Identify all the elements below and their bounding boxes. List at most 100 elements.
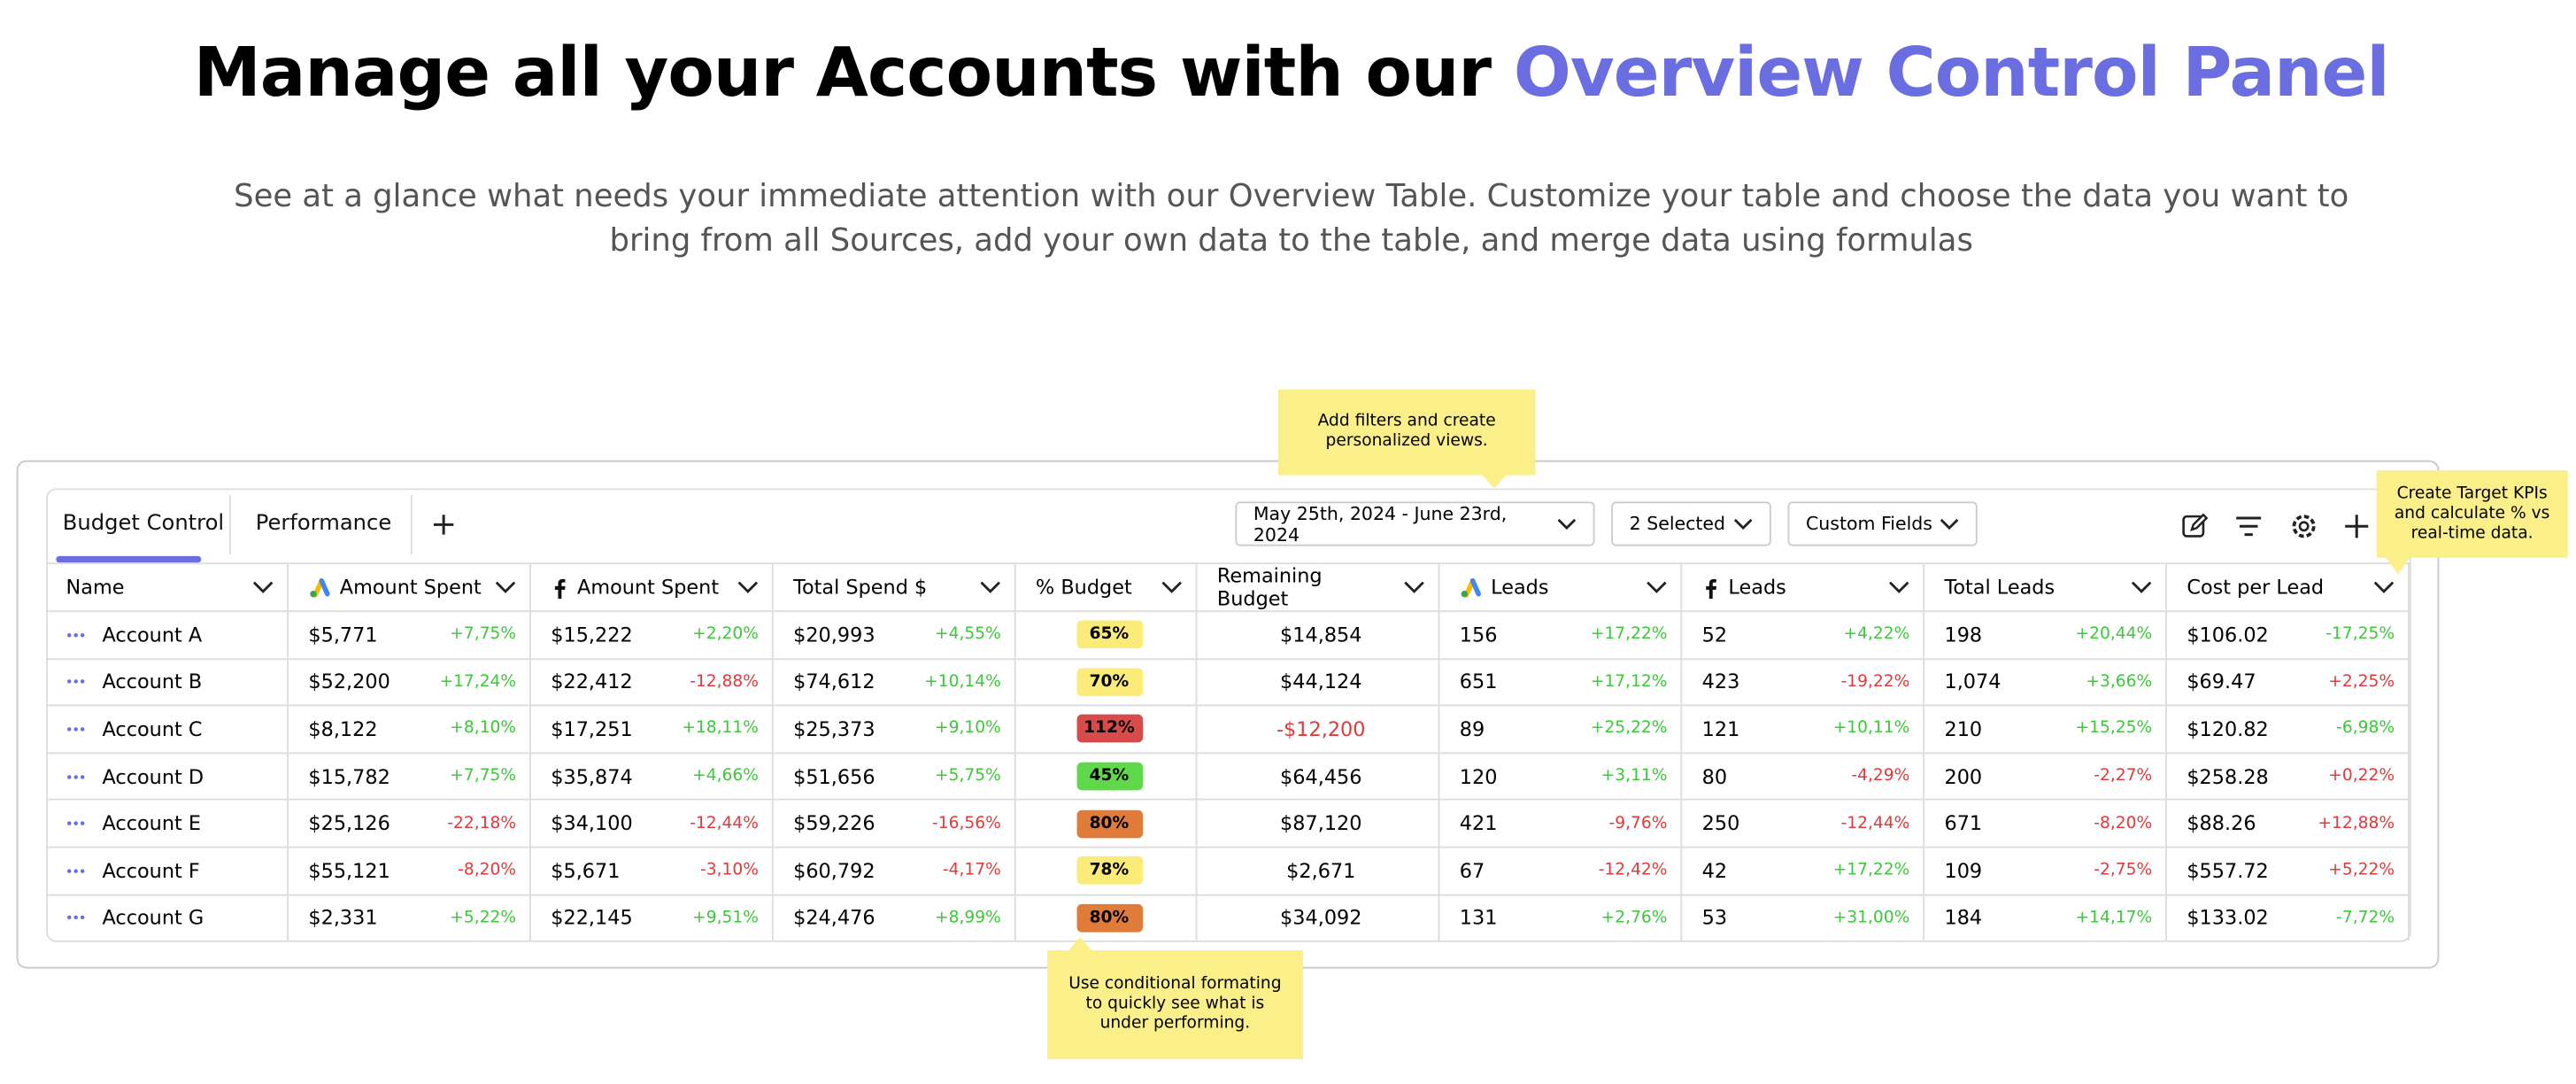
cell: 80% [1015,893,1198,941]
cell-change: -16,56% [932,814,1001,833]
column-header[interactable]: Amount Spent [289,562,531,611]
cell: 67 -12,42% [1439,846,1683,894]
row-menu[interactable] [66,678,86,685]
cell-change: +10,14% [924,672,1001,692]
column-header[interactable]: % Budget [1015,562,1198,611]
cell-change: +12,88% [2318,814,2395,833]
row-name-cell: Account B [46,657,289,705]
cell-change: -12,88% [690,672,759,692]
tab[interactable]: Budget Control [62,511,225,537]
cell: $258.28 +0,22% [2166,752,2410,800]
budget-badge: 112% [1076,715,1143,744]
budget-badge: 78% [1076,856,1143,886]
column-name: Cost per Lead [2187,576,2325,600]
cell: $22,412 -12,88% [530,657,774,705]
column-header[interactable]: Cost per Lead [2166,562,2410,611]
cell-value: $52,200 [308,670,390,694]
row-name-cell: Account G [46,893,289,941]
row-menu[interactable] [66,820,86,826]
cell-change: +10,11% [1832,720,1910,739]
add-tab[interactable] [432,513,455,536]
column-name: Amount Spent [339,576,482,600]
selection-dropdown[interactable]: 2 Selected [1611,501,1771,546]
column-header[interactable]: Total Leads [1924,562,2167,611]
column-header[interactable]: Leads [1682,562,1925,611]
fields-dropdown[interactable]: Custom Fields [1787,501,1978,546]
chevron [2131,581,2152,593]
column-name: Leads [1728,576,1786,600]
row-menu[interactable] [66,773,86,779]
title: Manage all your Accounts with our [193,33,1514,112]
chevron [1889,581,1909,593]
edit-icon[interactable] [2182,513,2209,538]
cell: $59,226 -16,56% [773,799,1016,847]
chevron [2373,581,2395,593]
column-header[interactable]: Total Spend $ [773,562,1016,611]
filter-icon[interactable] [2236,516,2262,537]
row-menu[interactable] [66,726,86,732]
budget-badge: 70% [1076,668,1143,696]
google-ads-icon [310,577,330,598]
budget-badge: 45% [1076,762,1143,791]
cell-value: $17,251 [551,717,633,741]
cell-value: $8,122 [308,717,378,741]
cell-change: +2,20% [692,625,759,645]
cell-change: +5,22% [2328,861,2395,880]
date-range: May 25th, 2024 - June 23rd, 2024 [1253,502,1508,546]
cell-value: $5,671 [551,859,621,883]
cell-value: $22,412 [551,670,633,694]
cell: $557.72 +5,22% [2166,846,2410,894]
cell: $5,671 -3,10% [530,846,774,894]
cell: 78% [1015,846,1198,894]
row-menu[interactable] [66,915,86,921]
account-name: Account G [102,906,204,930]
cell: 671 -8,20% [1924,799,2167,847]
cell-value: $557.72 [2187,859,2269,883]
budget-badge: 80% [1076,903,1143,933]
cell-value: $15,222 [551,623,633,647]
cell: 651 +17,12% [1439,657,1683,705]
cell-value: $88.26 [2187,811,2256,835]
cell-change: +17,24% [439,672,517,692]
account-name: Account F [102,859,200,883]
cell-change: +25,22% [1590,720,1668,739]
cell: 65% [1015,610,1198,658]
row-menu[interactable] [66,868,86,874]
cell-value: $44,124 [1280,670,1362,694]
column-header[interactable]: Amount Spent [530,562,774,611]
cell-value: 120 [1459,764,1498,788]
settings-icon[interactable] [2292,515,2316,538]
chevron [1940,517,1959,530]
cell: $8,122 +8,10% [289,704,531,753]
row-menu[interactable] [66,631,86,638]
cell: $52,200 +17,24% [289,657,531,705]
cell-change: -2,75% [2094,861,2153,880]
cell-value: 121 [1701,717,1740,741]
cell-change: +14,17% [2075,909,2153,927]
facebook-icon [1706,577,1717,599]
cell: $74,612 +10,14% [773,657,1016,705]
cell-value: $34,092 [1280,906,1362,930]
cell-value: 1,074 [1944,670,2001,694]
cell-value: 131 [1459,906,1498,930]
add-icon[interactable] [2345,515,2369,538]
cell-change: +7,75% [450,625,517,645]
chevron [737,581,759,593]
tab[interactable]: Performance [255,511,392,537]
date-dropdown[interactable]: May 25th, 2024 - June 23rd, 2024 [1235,501,1595,546]
cell-change: +8,10% [450,720,517,739]
cell-change: +15,25% [2075,720,2153,739]
cell-change: +3,11% [1600,767,1668,786]
column-header[interactable]: Leads [1439,562,1683,611]
account-name: Account D [102,764,204,788]
cell-value: $15,782 [308,764,390,788]
table: Name Amount Spent Amount Spent Total Spend … [46,562,2410,941]
cell: $24,476 +8,99% [773,893,1016,941]
cell: $69.47 +2,25% [2166,657,2410,705]
column-header[interactable]: Remaining Budget [1197,562,1440,611]
chevron [252,581,274,593]
cell: 109 -2,75% [1924,846,2167,894]
column-header[interactable]: Name [46,562,289,611]
cell-value: 421 [1459,811,1498,835]
selection: 2 Selected [1629,513,1726,535]
